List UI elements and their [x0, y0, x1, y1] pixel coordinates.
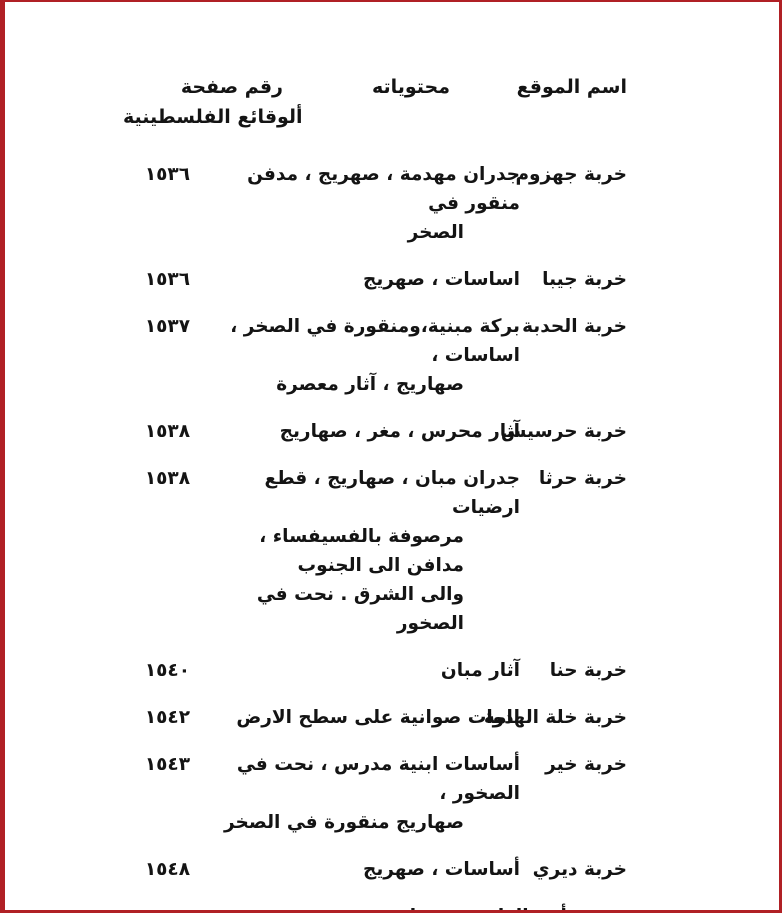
site-contents: ادوات صوانية على سطح الارض	[201, 703, 520, 732]
gazette-page-number: ١٥٣٨	[144, 468, 190, 489]
contents-line: والى الشرق . نحت في الصخور	[256, 584, 464, 634]
table-row: خربة حنا آثار مبان ١٥٤٠	[113, 656, 627, 685]
gazette-page-number: ١٥٣٦	[144, 269, 190, 290]
table-row: خربة ديري أساسات ، صهريج ١٥٤٨	[113, 855, 627, 884]
contents-line: صهاريج ، آثار معصرة	[276, 374, 464, 395]
table-row: خربة حرسيس آثار محرس ، مغر ، صهاريج ١٥٣٨	[113, 417, 627, 446]
table-row: خربة الحدبة بركة مبنية،ومنقورة في الصخر …	[113, 312, 627, 399]
gazette-page-number: ١٥٣٧	[144, 316, 190, 337]
site-contents: صهريج ، مدافن	[201, 902, 520, 910]
header-contents: محتوياته	[371, 76, 451, 98]
site-name: خربه رأس العلوي	[469, 902, 627, 910]
site-name: خربة جيبا	[542, 269, 627, 290]
site-name: خربة خير	[545, 754, 627, 775]
header-page-number-line2: ألوقائع الفلسطينية	[123, 106, 303, 128]
site-contents: اساسات ، صهريج	[201, 265, 520, 294]
gazette-page-number: ١٥٤٠	[144, 660, 190, 681]
gazette-page-number: ١٥٣٦	[144, 164, 190, 185]
site-contents: جدران مهدمة ، صهريج ، مدفن منقور في الصخر	[201, 160, 520, 247]
site-name: خربة الحدبة	[522, 316, 627, 337]
gazette-page-number: ١٥٤٨	[144, 859, 190, 880]
contents-line: صهاريج منقورة في الصخر	[224, 812, 464, 833]
site-contents: آثار مبان	[201, 656, 520, 685]
table: اسم الموقع محتوياته رقم صفحة ألوقائع الف…	[113, 72, 627, 910]
gazette-page-number: ١٥٤٢	[144, 707, 190, 728]
site-name: خربة حرسيس	[500, 421, 627, 442]
site-contents: بركة مبنية،ومنقورة في الصخر ، اساسات ، صه…	[201, 312, 520, 399]
contents-line: صهريج ، مدافن	[201, 902, 520, 910]
site-contents: أساسات ابنية مدرس ، نحت في الصخور ، صهاري…	[201, 750, 520, 837]
contents-line: الصخر	[407, 222, 464, 243]
site-name: خربة ديري	[532, 859, 627, 880]
table-row: خربة خير أساسات ابنية مدرس ، نحت في الصخ…	[113, 750, 627, 837]
gazette-page-number: .٥٥٠	[113, 902, 201, 910]
table-header: اسم الموقع محتوياته رقم صفحة ألوقائع الف…	[113, 72, 627, 134]
contents-line: أساسات ابنية مدرس ، نحت في الصخور ،	[236, 754, 520, 804]
site-name: خربة حنا	[549, 660, 627, 681]
site-contents: أساسات ، صهريج	[201, 855, 520, 884]
site-contents: آثار محرس ، مغر ، صهاريج	[201, 417, 520, 446]
header-gazette-page-number: رقم صفحة ألوقائع الفلسطينية	[113, 72, 303, 132]
gazette-page-number: ١٥٤٣	[144, 754, 190, 775]
gazette-page-number: ١٥٣٨	[144, 421, 190, 442]
contents-line: بركة مبنية،ومنقورة في الصخر ، اساسات ،	[230, 316, 520, 366]
site-name: خربة جهزوم	[515, 164, 627, 185]
contents-line: آثار مبان	[440, 660, 520, 681]
site-contents: جدران مبان ، صهاريج ، قطع ارضيات مرصوفة ب…	[201, 464, 520, 638]
table-row: خربة جهزوم جدران مهدمة ، صهريج ، مدفن من…	[113, 160, 627, 247]
table-row: خربه رأس العلوي صهريج ، مدافن .٥٥٠	[113, 902, 627, 910]
table-body: خربة جهزوم جدران مهدمة ، صهريج ، مدفن من…	[113, 160, 627, 910]
table-row: خربة خلة الهامة ادوات صوانية على سطح الا…	[113, 703, 627, 732]
contents-line: جدران مبان ، صهاريج ، قطع ارضيات	[264, 468, 520, 518]
contents-line: اساسات ، صهريج	[363, 269, 520, 290]
contents-line: جدران مهدمة ، صهريج ، مدفن منقور في	[247, 164, 520, 214]
contents-line: ادوات صوانية على سطح الارض	[236, 707, 520, 728]
contents-line: أساسات ، صهريج	[363, 859, 520, 880]
header-site-name: اسم الموقع	[516, 76, 627, 98]
contents-line: آثار محرس ، مغر ، صهاريج	[279, 421, 520, 442]
table-row: خربة حرثا جدران مبان ، صهاريج ، قطع ارضي…	[113, 464, 627, 638]
table-row: خربة جيبا اساسات ، صهريج ١٥٣٦	[113, 265, 627, 294]
header-page-number-line1: رقم صفحة	[180, 76, 283, 98]
site-name: خربة حرثا	[538, 468, 627, 489]
contents-line: مرصوفة بالفسيفساء ، مدافن الى الجنوب	[259, 526, 464, 576]
site-name: خربة خلة الهامة	[483, 707, 627, 728]
